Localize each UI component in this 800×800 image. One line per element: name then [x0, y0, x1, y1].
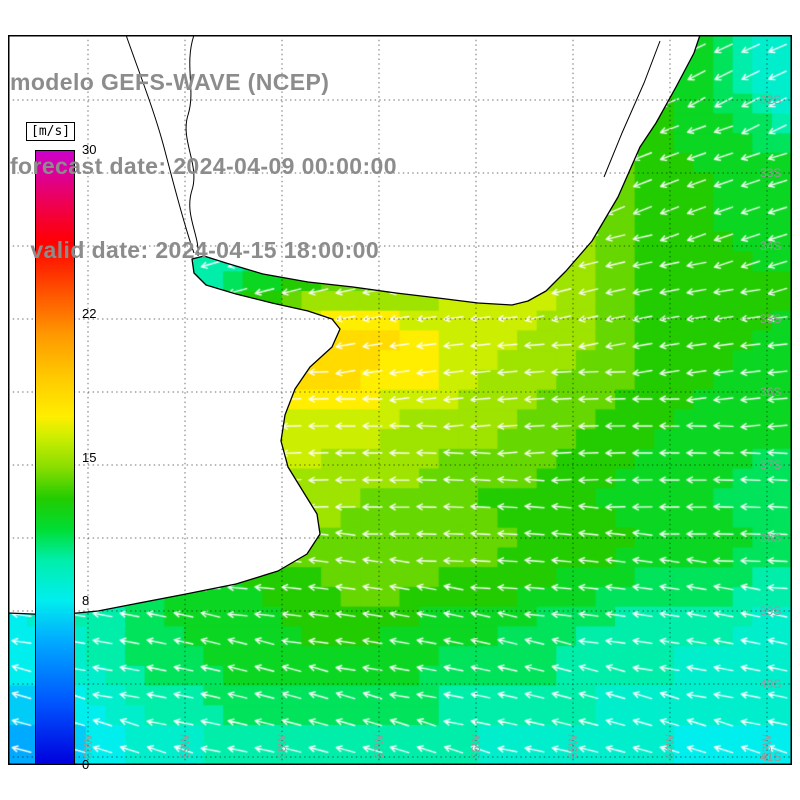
lon-label: 56W: [469, 734, 483, 759]
lat-label: 37S: [760, 458, 781, 472]
colorbar-unit-label: [m/s]: [26, 122, 76, 141]
lat-label: 34S: [760, 239, 781, 253]
lon-label: 54W: [663, 734, 677, 759]
colorbar-tick-label: 8: [82, 593, 90, 608]
colorbar-gradient: [35, 150, 75, 765]
lat-label: 40S: [760, 677, 781, 691]
model-title: modelo GEFS-WAVE (NCEP): [10, 69, 330, 95]
colorbar-tick-label: 0: [82, 757, 90, 772]
colorbar: [m/s] 30 22 15 8 0: [26, 122, 96, 772]
lon-label: 57W: [372, 734, 386, 759]
lon-label: 55W: [566, 734, 580, 759]
lon-label: 60W: [81, 734, 95, 759]
axis-labels-layer: 60W 59W 58W 57W 56W 55W 54W 53W 32S 33S 34S 35S 36S 3…: [81, 93, 781, 764]
grid-layer: [8, 35, 792, 765]
map-titles: modelo GEFS-WAVE (NCEP) forecast date: 2…: [10, 12, 397, 320]
lat-label: 41S: [760, 750, 781, 764]
forecast-date-line: forecast date: 2024-04-09 00:00:00: [10, 153, 397, 179]
lat-label: 39S: [760, 604, 781, 618]
lon-label: 58W: [275, 734, 289, 759]
lat-label: 38S: [760, 531, 781, 545]
map-overlay: 60W 59W 58W 57W 56W 55W 54W 53W 32S 33S 34S 35S 36S 3…: [8, 35, 792, 765]
map-area: 60W 59W 58W 57W 56W 55W 54W 53W 32S 33S 34S 35S 36S 3…: [8, 35, 792, 772]
colorbar-tick-label: 22: [82, 306, 97, 321]
land-coastline: [8, 35, 701, 616]
river-uruguay: [185, 35, 199, 257]
lon-label: 53W: [760, 734, 774, 759]
map-border: [8, 35, 792, 765]
colorbar-tick-label: 30: [82, 142, 97, 157]
valid-date-line: valid date: 2024-04-15 18:00:00: [10, 237, 380, 263]
lat-label: 32S: [760, 93, 781, 107]
lat-label: 33S: [760, 166, 781, 180]
lat-label: 35S: [760, 312, 781, 326]
colorbar-tick-label: 15: [82, 449, 97, 465]
lon-label: 59W: [178, 734, 192, 759]
lagoon-shore-line: [603, 40, 661, 178]
lat-label: 36S: [760, 385, 781, 399]
